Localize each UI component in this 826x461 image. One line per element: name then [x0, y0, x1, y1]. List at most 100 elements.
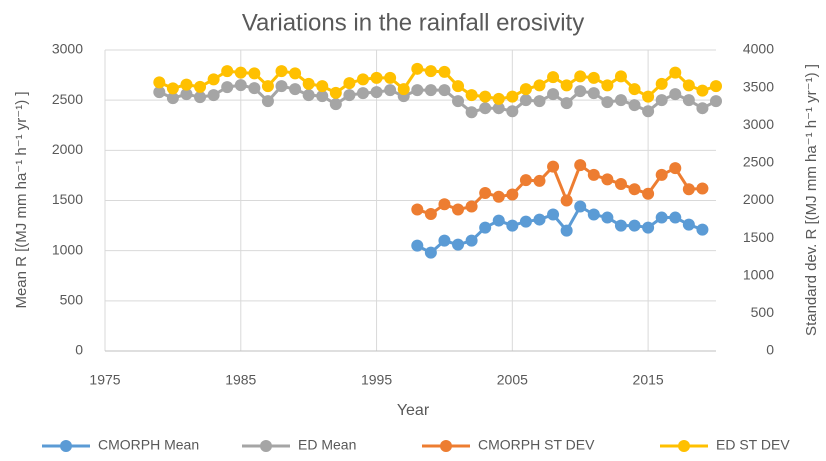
data-point — [642, 105, 655, 118]
data-point — [547, 160, 560, 173]
data-point — [180, 78, 193, 91]
data-point — [614, 94, 627, 107]
data-point — [628, 219, 641, 232]
data-point — [438, 198, 451, 211]
data-point — [506, 188, 519, 201]
y-tick-label: 3000 — [52, 41, 83, 57]
data-point — [587, 87, 600, 100]
data-point — [492, 190, 505, 203]
data-point — [424, 84, 437, 97]
data-point — [302, 89, 315, 102]
data-point — [207, 73, 220, 86]
data-point — [424, 208, 437, 221]
data-point — [397, 83, 410, 96]
data-point — [574, 159, 587, 172]
data-point — [424, 246, 437, 259]
data-point — [370, 86, 383, 99]
x-tick-label: 1985 — [225, 372, 256, 388]
data-point — [642, 221, 655, 234]
data-point — [479, 186, 492, 199]
data-point — [519, 215, 532, 228]
data-point — [452, 95, 465, 108]
data-point — [343, 89, 356, 102]
data-point — [710, 95, 722, 108]
data-point — [519, 83, 532, 96]
data-point — [669, 162, 682, 175]
data-point — [492, 92, 505, 105]
x-axis-label: Year — [397, 402, 430, 419]
data-point — [533, 79, 546, 92]
data-point — [479, 221, 492, 234]
data-point — [710, 80, 722, 93]
data-point — [234, 79, 247, 92]
data-point — [547, 71, 560, 84]
data-point — [370, 71, 383, 84]
data-point — [438, 65, 451, 78]
data-point — [560, 194, 573, 207]
data-point — [329, 98, 342, 111]
data-point — [628, 99, 641, 112]
y-tick-label: 1000 — [52, 241, 83, 257]
legend-marker — [678, 440, 690, 452]
x-tick-label: 2015 — [633, 372, 664, 388]
data-point — [560, 79, 573, 92]
data-point — [669, 211, 682, 224]
data-point — [614, 177, 627, 190]
x-tick-label: 2005 — [497, 372, 528, 388]
data-point — [411, 84, 424, 97]
legend-label: CMORPH Mean — [98, 437, 199, 453]
legend-label: ED Mean — [298, 437, 356, 453]
data-point — [655, 168, 668, 181]
data-point — [682, 218, 695, 231]
data-point — [275, 80, 288, 93]
data-point — [194, 91, 207, 104]
x-tick-label: 1975 — [89, 372, 120, 388]
data-point — [194, 80, 207, 93]
data-point — [452, 203, 465, 216]
data-point — [601, 79, 614, 92]
data-point — [533, 213, 546, 226]
data-point — [275, 65, 288, 78]
data-point — [424, 65, 437, 78]
data-point — [614, 70, 627, 83]
data-point — [465, 89, 478, 102]
data-point — [682, 94, 695, 107]
data-point — [465, 106, 478, 119]
y2-tick-label: 1000 — [743, 266, 774, 282]
data-point — [153, 76, 166, 89]
legend-label: ED ST DEV — [716, 437, 790, 453]
data-point — [479, 102, 492, 115]
data-point — [642, 187, 655, 200]
y-tick-label: 2500 — [52, 91, 83, 107]
data-point — [574, 85, 587, 98]
y2-tick-label: 500 — [751, 304, 775, 320]
data-point — [696, 84, 709, 97]
y2-tick-label: 0 — [766, 342, 774, 358]
data-point — [316, 80, 329, 93]
data-point — [533, 95, 546, 108]
data-point — [248, 67, 261, 80]
chart-title: Variations in the rainfall erosivity — [242, 9, 584, 36]
data-point — [682, 183, 695, 196]
data-point — [574, 200, 587, 213]
data-point — [506, 219, 519, 232]
y-tick-label: 500 — [60, 292, 84, 308]
series-line — [416, 204, 703, 255]
data-point — [411, 62, 424, 75]
data-point — [180, 88, 193, 101]
data-point — [356, 87, 369, 100]
data-point — [506, 90, 519, 103]
data-point — [519, 174, 532, 187]
data-point — [316, 90, 329, 103]
series-line — [416, 162, 703, 216]
data-point — [560, 224, 573, 237]
data-point — [587, 208, 600, 221]
y2-axis-label: Standard dev. R [(MJ mm ha⁻¹ h⁻¹ yr⁻¹) ] — [803, 64, 820, 336]
data-point — [492, 214, 505, 227]
data-point — [221, 81, 234, 94]
data-point — [384, 84, 397, 97]
data-point — [696, 102, 709, 115]
y2-tick-label: 2500 — [743, 154, 774, 170]
data-point — [547, 88, 560, 101]
data-point — [465, 234, 478, 247]
